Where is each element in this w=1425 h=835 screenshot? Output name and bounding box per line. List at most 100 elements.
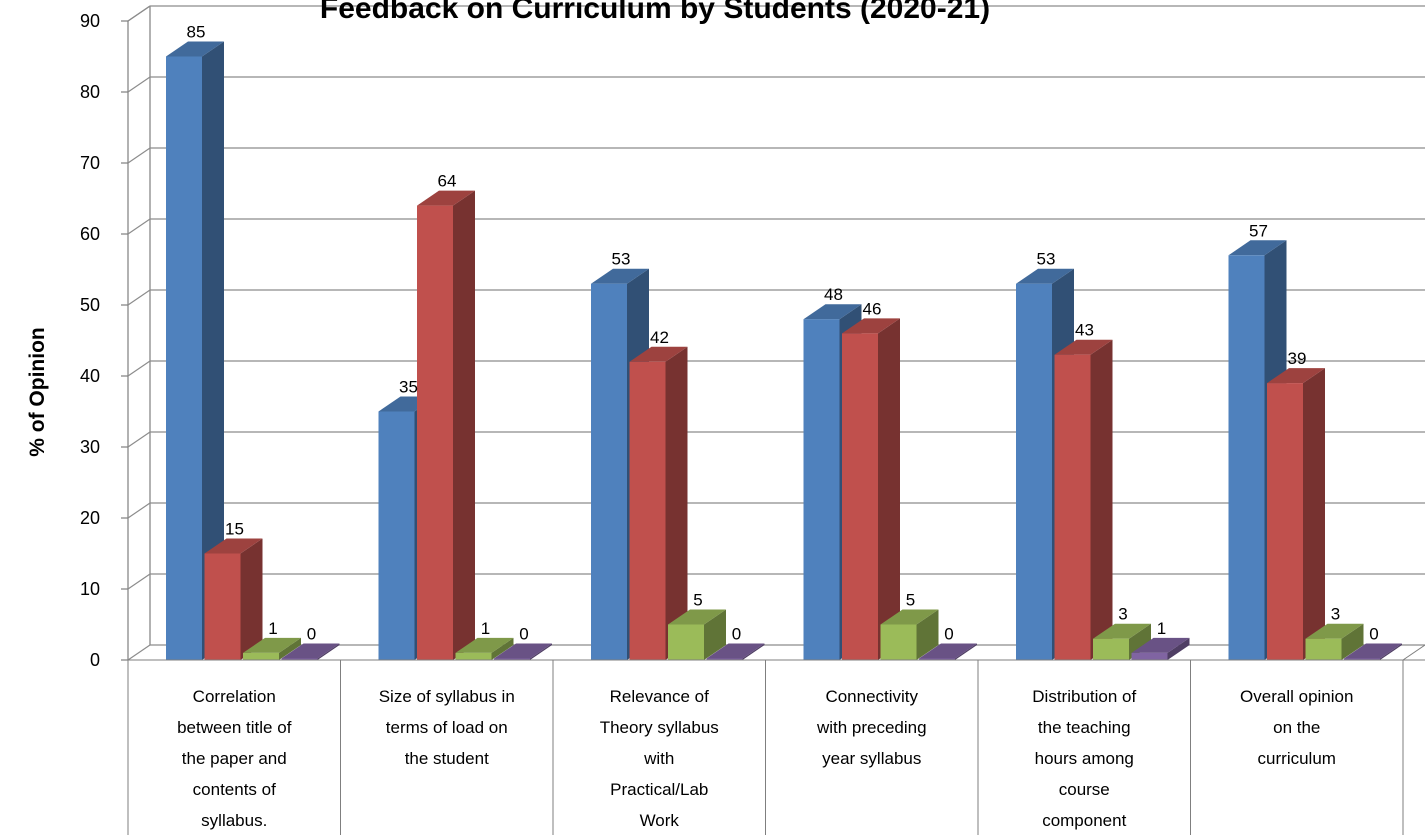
side-gridline <box>127 76 151 93</box>
bar-top <box>842 318 900 334</box>
category-label-line: course <box>1059 780 1110 799</box>
y-tick-label: 40 <box>80 366 100 386</box>
data-label: 1 <box>481 619 490 638</box>
data-label: 1 <box>268 619 277 638</box>
bar-top <box>1267 368 1325 384</box>
bar-side <box>1341 623 1364 660</box>
y-tick-label: 90 <box>80 11 100 31</box>
data-label: 1 <box>1157 619 1166 638</box>
category-label: Relevance of Theory syllabus with Practical… <box>600 687 719 830</box>
data-label: 5 <box>693 591 702 610</box>
category-label-line: Connectivity <box>825 687 918 706</box>
bar <box>629 346 688 660</box>
bar-top <box>668 609 726 625</box>
data-label: 0 <box>944 625 953 644</box>
bar-side <box>878 318 900 660</box>
bar-top <box>1344 643 1402 659</box>
bar-top <box>880 609 939 625</box>
side-gridline <box>127 431 151 448</box>
category-label: Size of syllabus in terms of load on the s… <box>379 687 515 768</box>
bar-top <box>1131 637 1190 653</box>
data-label: 43 <box>1075 321 1094 340</box>
bar-front <box>706 658 743 660</box>
bar-front <box>204 553 241 660</box>
bar-side <box>916 609 939 660</box>
data-label: 42 <box>650 328 669 347</box>
data-label: 85 <box>187 23 206 42</box>
bar-side <box>1167 637 1190 660</box>
bar-front <box>803 319 840 660</box>
bar-top <box>494 643 552 659</box>
data-label: 15 <box>225 520 244 539</box>
bar <box>842 318 900 660</box>
bar-top <box>1016 268 1074 284</box>
bar <box>494 643 552 660</box>
y-tick-label: 50 <box>80 295 100 315</box>
bar-top <box>281 643 340 659</box>
bars <box>166 41 1402 661</box>
bar-front <box>880 624 917 660</box>
data-label: 35 <box>399 378 418 397</box>
y-axis-ticks: 0 10 20 30 40 50 60 70 80 90 <box>80 11 100 670</box>
bar-top <box>919 643 977 659</box>
category-label-line: Work <box>640 811 680 830</box>
category-label-line: contents of <box>193 780 276 799</box>
data-label: 53 <box>1037 250 1056 269</box>
bar-top <box>455 637 514 653</box>
bar-side <box>1303 368 1325 660</box>
category-label-line: the student <box>405 749 489 768</box>
data-label: 64 <box>438 172 457 191</box>
bar <box>919 643 977 660</box>
bar <box>1054 339 1113 660</box>
bar-side <box>530 643 552 660</box>
category-label-line: between title of <box>177 718 292 737</box>
category-label-line: on the <box>1273 718 1320 737</box>
side-gridline <box>127 147 151 164</box>
category-label-line: the paper and <box>182 749 287 768</box>
category-label-line: curriculum <box>1258 749 1336 768</box>
bar-front <box>1228 255 1265 661</box>
bar <box>1344 643 1402 660</box>
category-label-line: Overall opinion <box>1240 687 1353 706</box>
bar-side <box>742 643 765 660</box>
side-gridline <box>127 289 151 306</box>
bar <box>706 643 765 660</box>
bar-top <box>629 346 688 362</box>
bar-front <box>417 205 453 660</box>
category-label-line: Theory syllabus <box>600 718 719 737</box>
bar-side <box>279 637 301 660</box>
bar-front <box>1131 652 1168 660</box>
bar-front <box>591 283 627 660</box>
floor-right-edge <box>1402 644 1425 661</box>
category-label-line: with <box>643 749 674 768</box>
bar-side <box>704 609 726 660</box>
bar-top <box>204 538 263 554</box>
bar-front <box>378 411 415 660</box>
bar-front <box>1267 383 1303 660</box>
bar-front <box>1054 354 1091 660</box>
bar-top <box>1228 240 1287 256</box>
category-label-line: the teaching <box>1038 718 1131 737</box>
bar-front <box>1093 638 1129 660</box>
category-label: Connectivity with preceding year syllabus <box>816 687 927 768</box>
data-label: 46 <box>863 299 882 318</box>
data-label: 48 <box>824 285 843 304</box>
category-label-line: component <box>1042 811 1126 830</box>
bar-front <box>842 333 878 660</box>
data-label: 0 <box>307 625 316 644</box>
bar-side <box>202 41 224 660</box>
bar <box>1267 368 1325 660</box>
category-label-line: terms of load on <box>386 718 508 737</box>
bar <box>166 41 224 660</box>
bar-top <box>591 268 649 284</box>
bar-front <box>281 658 318 660</box>
data-label: 0 <box>732 625 741 644</box>
category-label-line: Correlation <box>193 687 276 706</box>
bar-side <box>1380 643 1402 660</box>
bar-top <box>1305 623 1364 639</box>
bar-side <box>491 637 514 660</box>
bar-front <box>629 361 666 660</box>
chart-title: Feedback on Curriculum by Students (2020… <box>320 0 990 25</box>
side-gridline <box>127 573 151 590</box>
category-label-line: Practical/Lab <box>610 780 708 799</box>
